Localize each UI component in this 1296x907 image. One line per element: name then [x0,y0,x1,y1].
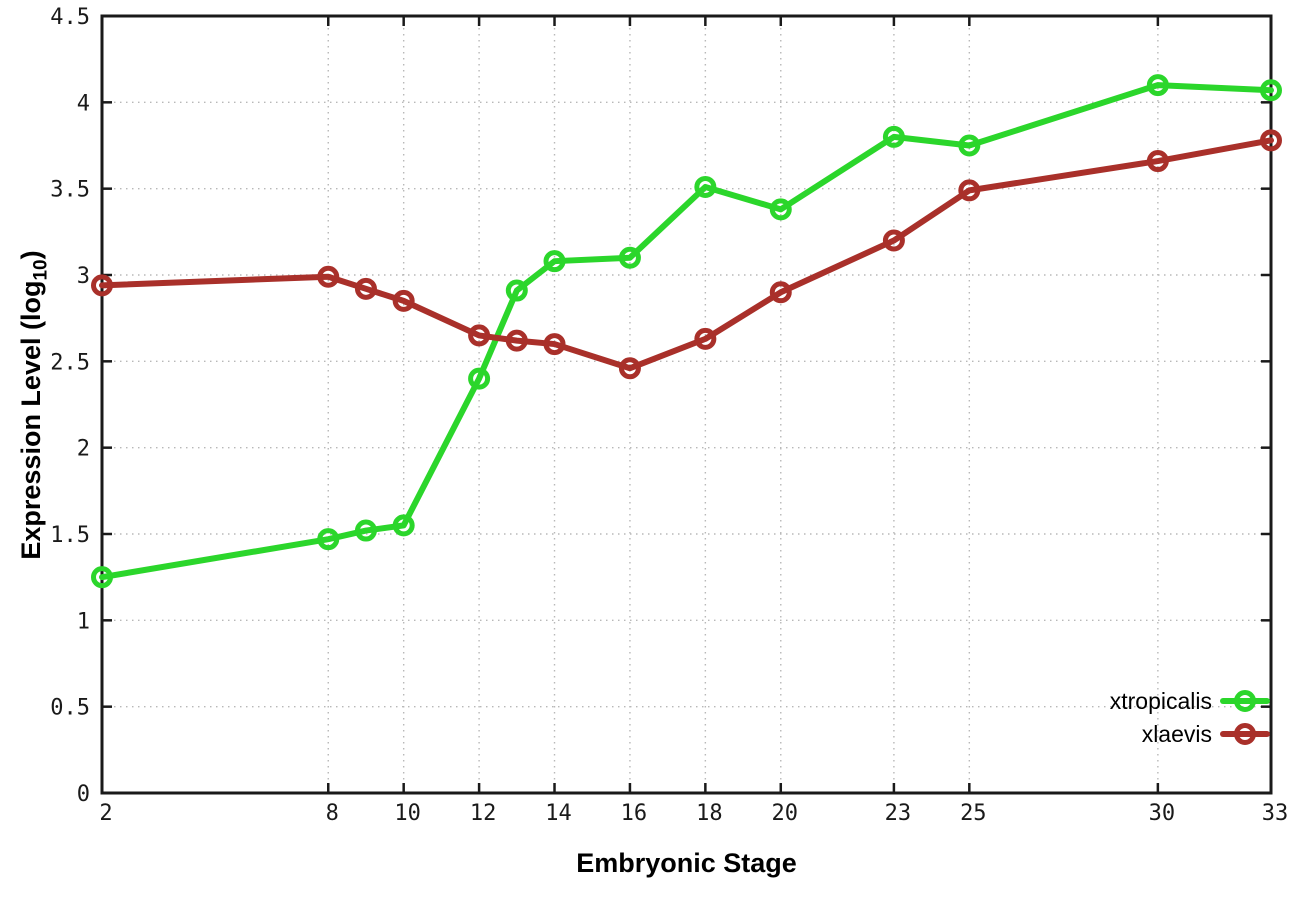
x-tick-label: 25 [960,801,987,826]
data-point-xlaevis [958,179,981,202]
data-point-xtropicalis [468,367,491,390]
data-point-xtropicalis [91,566,113,589]
x-tick-label: 10 [394,801,421,826]
data-point-xlaevis [317,265,340,288]
data-point-xlaevis [882,229,905,252]
data-point-xtropicalis [1260,79,1282,102]
x-tick-label: 2 [99,801,112,826]
x-tick-label: 14 [545,801,572,826]
legend-marker-xtropicalis [1234,690,1256,712]
data-point-xlaevis [694,327,717,350]
data-point-xtropicalis [958,134,981,157]
y-tick-label: 2 [77,437,90,462]
x-tick-label: 16 [621,801,648,826]
y-tick-label: 1.5 [50,523,90,548]
y-tick-label: 0.5 [50,696,90,721]
data-point-xtropicalis [317,528,340,551]
legend-label-xlaevis: xlaevis [1142,721,1212,747]
data-point-xlaevis [618,357,641,380]
x-tick-label: 12 [470,801,497,826]
data-point-xtropicalis [618,246,641,269]
data-point-xtropicalis [392,514,415,537]
data-point-xlaevis [91,274,113,297]
x-tick-label: 8 [326,801,339,826]
data-point-xlaevis [392,289,415,312]
series-line-xlaevis [99,137,1274,372]
x-tick-label: 23 [885,801,912,826]
x-axis-title: Embryonic Stage [576,848,797,878]
y-axis-title-subscript: 10 [30,259,52,281]
data-point-xtropicalis [694,175,717,198]
x-tick-label: 20 [772,801,799,826]
legend-label-xtropicalis: xtropicalis [1110,688,1212,714]
data-point-xlaevis [769,281,792,304]
data-point-xtropicalis [769,198,792,221]
x-tick-label: 33 [1262,801,1289,826]
y-tick-label: 4 [77,91,90,116]
y-tick-label: 1 [77,609,90,634]
y-axis-title: Expression Level (log10) [9,235,53,575]
data-point-xlaevis [543,333,566,356]
data-point-xlaevis [1260,129,1282,152]
x-tick-label: 30 [1149,801,1176,826]
data-point-xlaevis [1146,150,1169,173]
y-tick-label: 4.5 [50,5,90,30]
plot-border [100,14,1273,795]
data-point-xtropicalis [1146,74,1169,97]
series-line-xtropicalis [99,82,1274,581]
data-point-xlaevis [354,277,377,300]
legend-marker-xlaevis [1234,723,1256,745]
y-tick-label: 2.5 [50,350,90,375]
data-point-xtropicalis [354,519,377,542]
data-point-xtropicalis [543,250,566,273]
data-point-xlaevis [468,324,491,347]
y-tick-label: 3.5 [50,178,90,203]
y-axis-title-suffix: ) [16,250,46,260]
data-point-xtropicalis [882,125,905,148]
x-tick-label: 18 [696,801,723,826]
data-point-xtropicalis [505,279,528,302]
y-tick-label: 0 [77,782,90,807]
data-point-xlaevis [505,329,528,352]
y-tick-label: 3 [77,264,90,289]
y-axis-title-text: Expression Level (log [16,280,46,560]
